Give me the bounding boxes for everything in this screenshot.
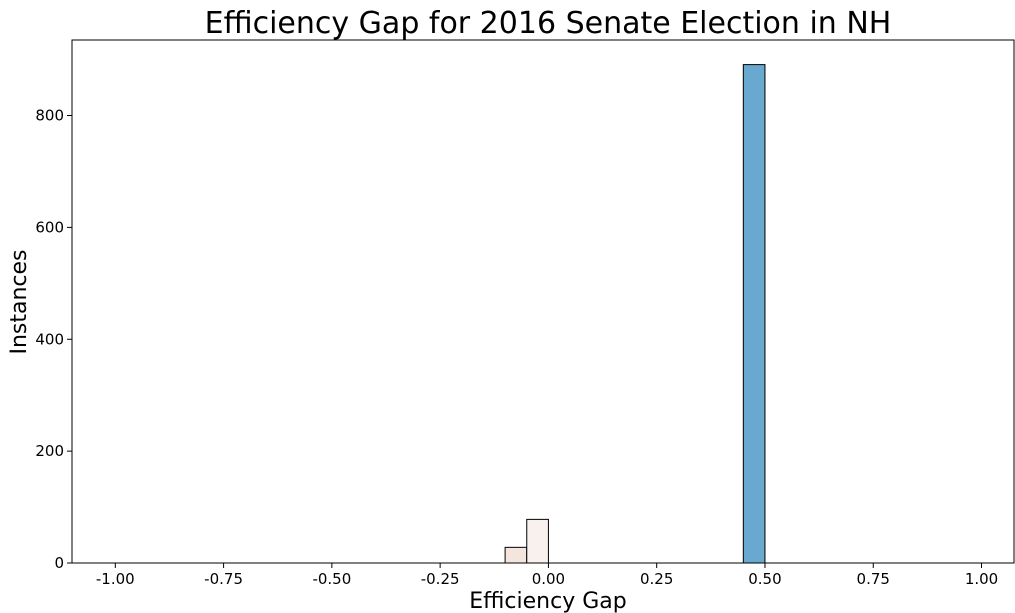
y-tick-label: 400 [35, 330, 64, 348]
histogram-bar-0 [504, 546, 528, 564]
bars-group [504, 64, 766, 564]
y-tick-label: 200 [35, 442, 64, 460]
y-tick-label: 600 [35, 218, 64, 236]
y-axis-ticks: 0 200 400 600 800 [35, 107, 72, 572]
chart-title: Efficiency Gap for 2016 Senate Election … [205, 6, 892, 41]
x-tick-label: 0.50 [748, 570, 781, 588]
x-tick-label: 0.25 [640, 570, 673, 588]
y-tick-label: 0 [54, 554, 64, 572]
x-tick-label: -0.50 [312, 570, 351, 588]
x-tick-label: 1.00 [965, 570, 998, 588]
x-tick-label: -0.25 [421, 570, 460, 588]
histogram-bar-2 [742, 64, 766, 564]
y-axis-label: Instances [7, 249, 32, 354]
x-axis-ticks: -1.00 -0.75 -0.50 -0.25 0.00 0.25 0.50 0.75 1.00 [96, 563, 998, 588]
plot-frame [71, 39, 1015, 564]
x-tick-label: -1.00 [96, 570, 135, 588]
x-tick-label: -0.75 [204, 570, 243, 588]
x-tick-label: 0.00 [532, 570, 565, 588]
x-axis-label: Efficiency Gap [469, 589, 626, 613]
histogram-bar-1 [526, 518, 549, 564]
y-tick-label: 800 [35, 107, 64, 125]
x-tick-label: 0.75 [857, 570, 890, 588]
